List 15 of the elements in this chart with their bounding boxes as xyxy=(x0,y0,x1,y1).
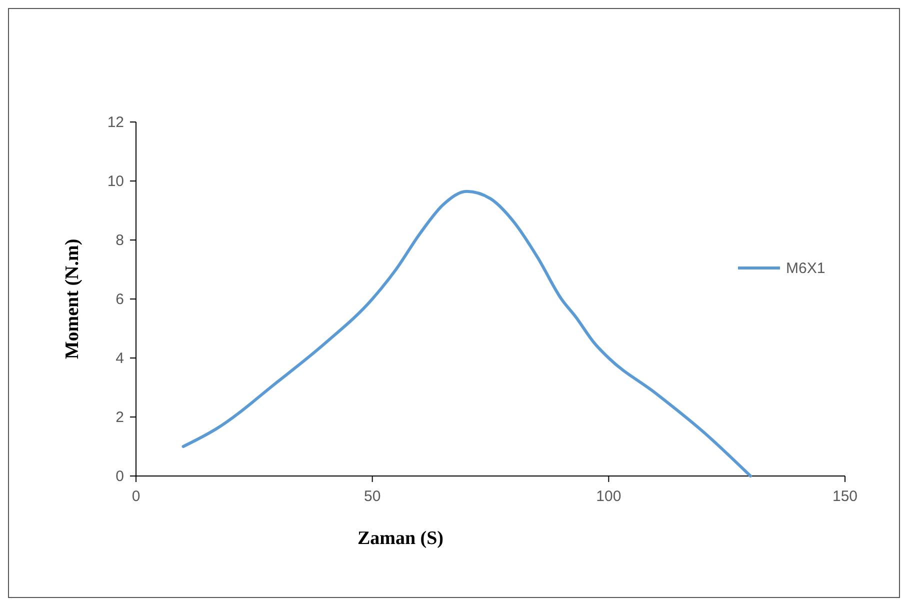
x-tick-label: 0 xyxy=(132,488,140,505)
line-series xyxy=(182,190,752,478)
y-tick-label: 0 xyxy=(116,468,124,485)
y-tick-label: 6 xyxy=(116,291,124,308)
y-tick-label: 4 xyxy=(116,350,124,367)
x-tick-label: 100 xyxy=(596,488,622,505)
y-tick-label: 10 xyxy=(107,173,124,190)
y-tick-label: 2 xyxy=(116,409,124,426)
x-axis-title: Zaman (S) xyxy=(357,528,444,549)
legend-label: M6X1 xyxy=(786,260,826,277)
y-tick-label: 8 xyxy=(116,232,124,249)
y-tick-label: 12 xyxy=(107,114,124,131)
x-tick-label: 150 xyxy=(832,488,858,505)
x-tick-label: 50 xyxy=(364,488,381,505)
y-axis-title: Moment (N.m) xyxy=(62,238,83,360)
